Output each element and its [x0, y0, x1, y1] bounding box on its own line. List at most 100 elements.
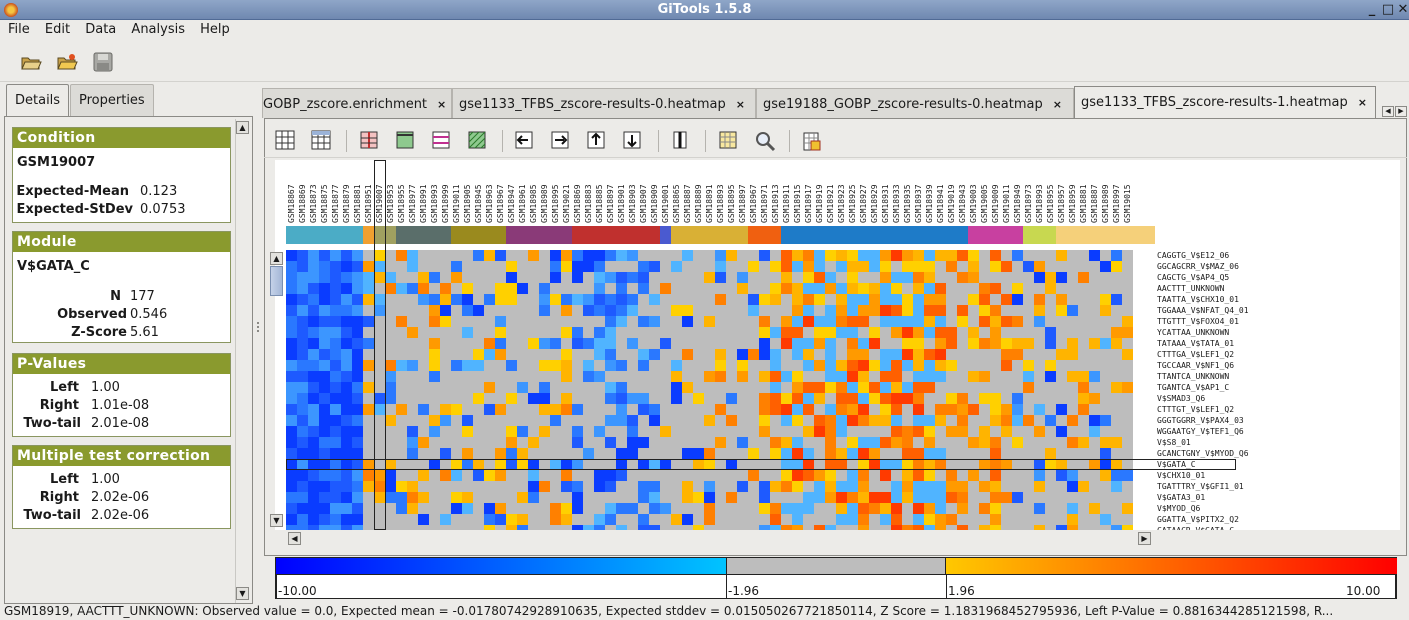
- heatmap-cell[interactable]: [913, 404, 924, 415]
- heatmap-cell[interactable]: [616, 470, 627, 481]
- heatmap-cell[interactable]: [737, 371, 748, 382]
- heatmap-cell[interactable]: [990, 393, 1001, 404]
- heatmap-cell[interactable]: [627, 327, 638, 338]
- heatmap-cell[interactable]: [1045, 261, 1056, 272]
- heatmap-cell[interactable]: [781, 360, 792, 371]
- heatmap-cell[interactable]: [913, 305, 924, 316]
- heatmap-cell[interactable]: [363, 316, 374, 327]
- heatmap-cell[interactable]: [858, 415, 869, 426]
- heatmap-cell[interactable]: [891, 426, 902, 437]
- heatmap-cell[interactable]: [946, 415, 957, 426]
- heatmap-cell[interactable]: [649, 349, 660, 360]
- heatmap-cell[interactable]: [693, 371, 704, 382]
- heatmap-cell[interactable]: [385, 437, 396, 448]
- heatmap-cell[interactable]: [968, 470, 979, 481]
- heatmap-cell[interactable]: [979, 250, 990, 261]
- heatmap-cell[interactable]: [693, 283, 704, 294]
- heatmap-cell[interactable]: [286, 459, 297, 470]
- heatmap-cell[interactable]: [825, 349, 836, 360]
- heatmap-cell[interactable]: [858, 371, 869, 382]
- heatmap-cell[interactable]: [286, 437, 297, 448]
- heatmap-cell[interactable]: [979, 316, 990, 327]
- scroll-right-icon[interactable]: ▶: [1138, 532, 1151, 545]
- heatmap-cell[interactable]: [418, 316, 429, 327]
- row-label[interactable]: CAGCTG_V$AP4_Q5: [1157, 273, 1230, 282]
- heatmap-cell[interactable]: [561, 294, 572, 305]
- heatmap-cell[interactable]: [374, 459, 385, 470]
- heatmap-cell[interactable]: [572, 327, 583, 338]
- heatmap-cell[interactable]: [814, 294, 825, 305]
- heatmap-cell[interactable]: [594, 492, 605, 503]
- heatmap-cell[interactable]: [704, 525, 715, 530]
- heatmap-cell[interactable]: [330, 503, 341, 514]
- heatmap-cell[interactable]: [814, 305, 825, 316]
- heatmap-cell[interactable]: [968, 283, 979, 294]
- heatmap-cell[interactable]: [649, 503, 660, 514]
- heatmap-cell[interactable]: [385, 316, 396, 327]
- heatmap-cell[interactable]: [693, 272, 704, 283]
- heatmap-cell[interactable]: [858, 448, 869, 459]
- heatmap-cell[interactable]: [308, 272, 319, 283]
- row-label[interactable]: GGCAGCRR_V$MAZ_06: [1157, 262, 1239, 271]
- heatmap-cell[interactable]: [902, 503, 913, 514]
- heatmap-cell[interactable]: [979, 525, 990, 530]
- heatmap-cell[interactable]: [605, 404, 616, 415]
- heatmap-cell[interactable]: [418, 481, 429, 492]
- heatmap-cell[interactable]: [297, 525, 308, 530]
- heatmap-cell[interactable]: [935, 470, 946, 481]
- heatmap-cell[interactable]: [539, 470, 550, 481]
- heatmap-cell[interactable]: [957, 261, 968, 272]
- heatmap-cell[interactable]: [473, 525, 484, 530]
- heatmap-cell[interactable]: [858, 327, 869, 338]
- heatmap-cell[interactable]: [1111, 338, 1122, 349]
- heatmap-cell[interactable]: [561, 393, 572, 404]
- heatmap-cell[interactable]: [583, 382, 594, 393]
- heatmap-cell[interactable]: [528, 371, 539, 382]
- heatmap-cell[interactable]: [1012, 393, 1023, 404]
- heatmap-cell[interactable]: [968, 393, 979, 404]
- heatmap-cell[interactable]: [902, 327, 913, 338]
- heatmap-cell[interactable]: [990, 382, 1001, 393]
- heatmap-cell[interactable]: [1012, 250, 1023, 261]
- heatmap-cell[interactable]: [814, 415, 825, 426]
- heatmap-cell[interactable]: [451, 470, 462, 481]
- heatmap-cell[interactable]: [704, 360, 715, 371]
- heatmap-cell[interactable]: [1045, 393, 1056, 404]
- heatmap-cell[interactable]: [1056, 250, 1067, 261]
- heatmap-cell[interactable]: [407, 514, 418, 525]
- column-label[interactable]: GSM18991: [419, 184, 428, 223]
- heatmap-cell[interactable]: [517, 459, 528, 470]
- heatmap-cell[interactable]: [517, 503, 528, 514]
- heatmap-cell[interactable]: [693, 459, 704, 470]
- heatmap-cell[interactable]: [935, 338, 946, 349]
- heatmap-cell[interactable]: [1001, 459, 1012, 470]
- heatmap-cell[interactable]: [671, 283, 682, 294]
- heatmap-cell[interactable]: [1056, 492, 1067, 503]
- heatmap-cell[interactable]: [1056, 437, 1067, 448]
- heatmap-cell[interactable]: [847, 338, 858, 349]
- heatmap-cell[interactable]: [891, 503, 902, 514]
- heatmap-cell[interactable]: [792, 360, 803, 371]
- heatmap-cell[interactable]: [308, 382, 319, 393]
- heatmap-cell[interactable]: [1034, 305, 1045, 316]
- heatmap-cell[interactable]: [1023, 327, 1034, 338]
- heatmap-cell[interactable]: [968, 294, 979, 305]
- heatmap-cell[interactable]: [572, 283, 583, 294]
- heatmap-cell[interactable]: [341, 360, 352, 371]
- heatmap-cell[interactable]: [825, 503, 836, 514]
- heatmap-cell[interactable]: [550, 316, 561, 327]
- heatmap-cell[interactable]: [1023, 261, 1034, 272]
- heatmap-cell[interactable]: [726, 294, 737, 305]
- heatmap-cell[interactable]: [1001, 294, 1012, 305]
- heatmap-cell[interactable]: [1078, 514, 1089, 525]
- heatmap-cell[interactable]: [451, 327, 462, 338]
- heatmap-cell[interactable]: [792, 426, 803, 437]
- heatmap-cell[interactable]: [451, 305, 462, 316]
- heatmap-cell[interactable]: [539, 294, 550, 305]
- move-right-icon[interactable]: [550, 130, 572, 152]
- heatmap-cell[interactable]: [990, 459, 1001, 470]
- heatmap-cell[interactable]: [594, 404, 605, 415]
- heatmap-cell[interactable]: [990, 338, 1001, 349]
- heatmap-cell[interactable]: [957, 503, 968, 514]
- heatmap-cell[interactable]: [1089, 404, 1100, 415]
